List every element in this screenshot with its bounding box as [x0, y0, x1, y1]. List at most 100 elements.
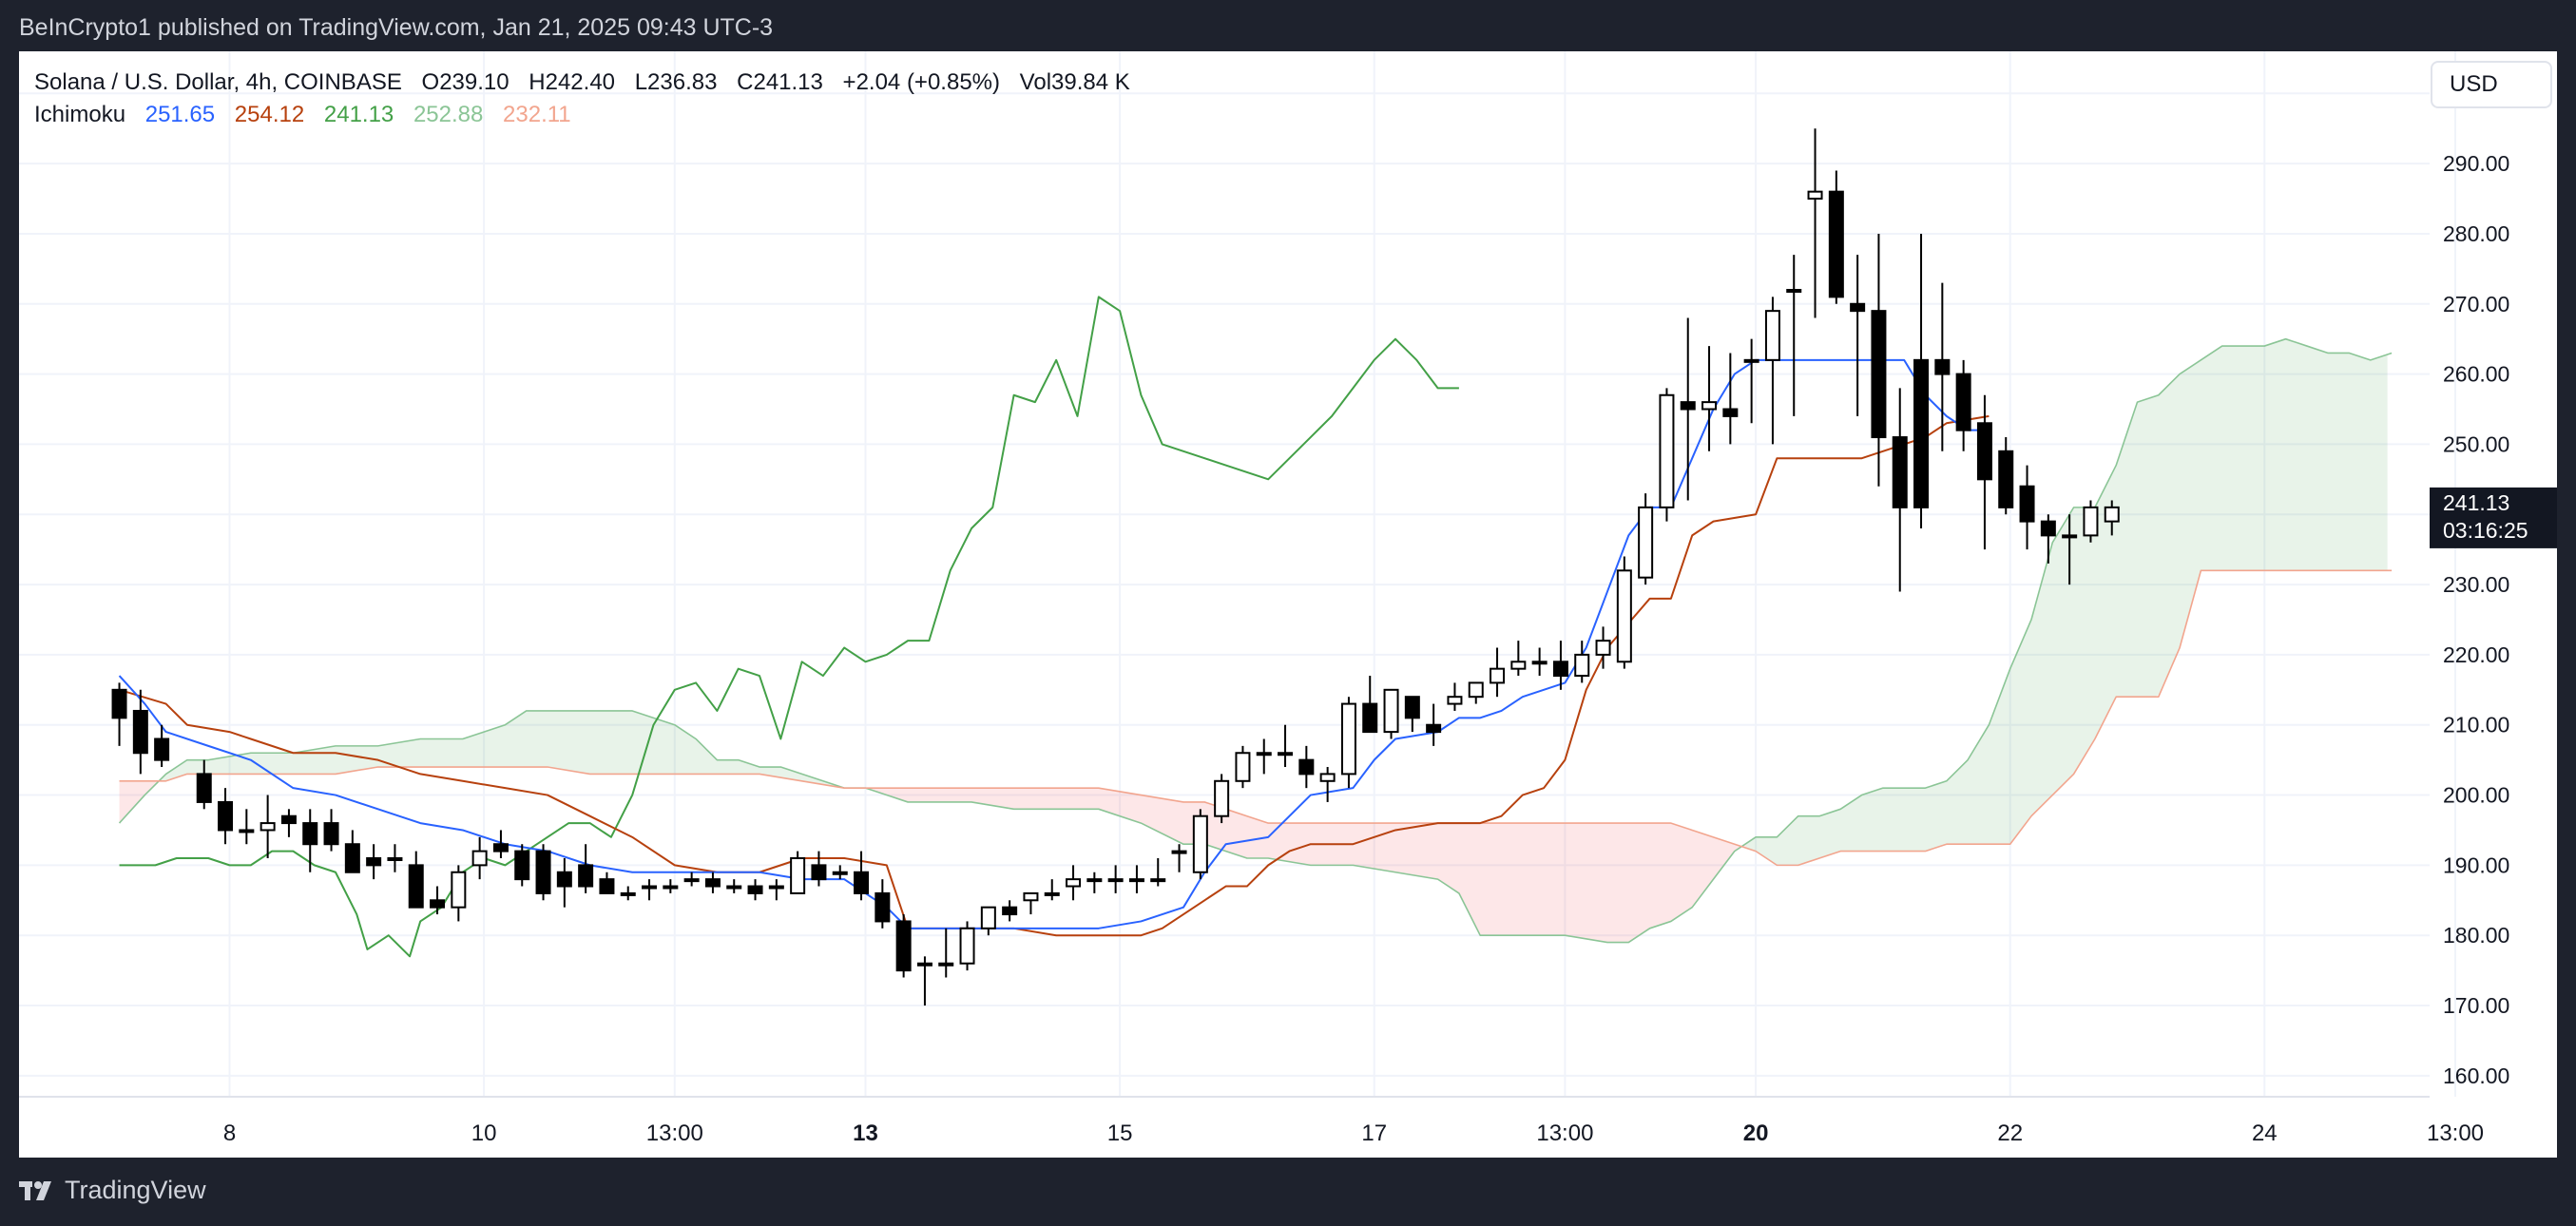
- candle: [132, 689, 148, 775]
- candle: [111, 682, 127, 746]
- candle-body-down: [556, 871, 572, 888]
- candle-body-down: [704, 878, 721, 888]
- legend-close-value: 241.13: [753, 69, 822, 95]
- tradingview-logo-icon: [19, 1180, 51, 1200]
- candle: [811, 851, 827, 887]
- y-tick-label: 210.00: [2443, 713, 2509, 738]
- candle: [1552, 641, 1568, 690]
- candle: [1298, 745, 1315, 789]
- bearish-cloud-segment: [119, 777, 163, 824]
- candle-body-down: [1828, 190, 1844, 298]
- candle-body-up: [1256, 752, 1272, 757]
- y-tick-label: 290.00: [2443, 151, 2509, 176]
- candle: [1680, 317, 1696, 501]
- ichimoku-span-a-value: 252.88: [413, 102, 483, 127]
- candle: [1426, 703, 1442, 746]
- publish-text: BeInCrypto1 published on TradingView.com…: [19, 14, 774, 41]
- candle: [1616, 556, 1632, 669]
- y-tick-label: 190.00: [2443, 852, 2509, 877]
- candle-body-down: [280, 814, 297, 825]
- candle-body-up: [642, 885, 658, 890]
- candle-body-down: [1934, 358, 1951, 375]
- x-tick-label: 8: [223, 1121, 236, 1146]
- candle-body-up: [1214, 779, 1230, 817]
- x-tick-label: 13:00: [2427, 1121, 2484, 1146]
- candle: [1531, 647, 1548, 677]
- candle: [1574, 641, 1590, 683]
- legend-line-ichimoku: Ichimoku 251.65 254.12 241.13 252.88 232…: [34, 102, 571, 127]
- brand-name: TradingView: [65, 1176, 206, 1204]
- candle-body-up: [451, 871, 467, 909]
- candle-body-up: [1150, 878, 1166, 883]
- candle-body-up: [1574, 653, 1590, 678]
- candle-body-up: [1510, 661, 1527, 670]
- candle-body-up: [2083, 506, 2099, 537]
- candle: [832, 865, 848, 880]
- candle: [154, 724, 170, 768]
- candle: [366, 844, 382, 880]
- candle: [1107, 865, 1124, 893]
- candle: [1171, 844, 1187, 872]
- legend-symbol: Solana / U.S. Dollar, 4h, COINBASE: [34, 69, 402, 95]
- candle-body-down: [1998, 450, 2014, 508]
- tradingview-brand[interactable]: TradingView: [19, 1176, 206, 1205]
- candle-body-down: [1976, 422, 1992, 481]
- candle: [514, 844, 530, 887]
- candle-body-down: [323, 822, 339, 846]
- chart-area[interactable]: 300.00290.00280.00270.00260.00250.00240.…: [19, 51, 2557, 1158]
- candle-body-up: [387, 856, 403, 861]
- candle: [704, 872, 721, 893]
- candle-body-up: [1044, 891, 1060, 896]
- candle: [260, 795, 276, 858]
- candle-body-down: [854, 871, 870, 894]
- candle: [1892, 388, 1908, 592]
- chart-svg[interactable]: 300.00290.00280.00270.00260.00250.00240.…: [19, 51, 2557, 1158]
- candle: [980, 906, 996, 936]
- candle: [218, 788, 234, 845]
- candle: [1128, 865, 1144, 893]
- candle-body-down: [1955, 373, 1971, 431]
- candle-body-down: [218, 800, 234, 832]
- candle-body-down: [196, 773, 212, 803]
- candle-body-up: [1447, 696, 1463, 705]
- candle-body-up: [1340, 702, 1356, 776]
- candle-body-down: [1892, 436, 1908, 508]
- candle: [959, 921, 975, 971]
- y-tick-label: 230.00: [2443, 572, 2509, 597]
- candle-body-up: [1786, 289, 1802, 294]
- candle-body-down: [514, 850, 530, 881]
- legend-high-label: H: [529, 69, 545, 95]
- candles-layer: [111, 128, 2120, 1006]
- candle-body-down: [1871, 310, 1887, 439]
- candle: [1955, 359, 1971, 451]
- y-tick-label: 250.00: [2443, 431, 2509, 456]
- candle-body-up: [1616, 569, 1632, 663]
- candle: [1850, 255, 1866, 416]
- candle: [1023, 891, 1039, 915]
- candle-body-up: [1192, 814, 1208, 873]
- candle-body-down: [492, 843, 509, 852]
- base-line: [119, 414, 1990, 937]
- y-tick-label: 200.00: [2443, 783, 2509, 808]
- candle-body-down: [1850, 302, 1866, 313]
- candle-body-up: [2062, 534, 2078, 539]
- candle-body-up: [832, 871, 848, 875]
- current-price-tag: [2430, 487, 2557, 548]
- candle-body-up: [620, 891, 636, 896]
- candle-body-up: [768, 885, 784, 890]
- candle: [916, 956, 932, 1006]
- candle-body-down: [1298, 758, 1315, 776]
- current-price-tag-group: 241.13 03:16:25: [2430, 487, 2557, 548]
- candle-body-down: [430, 899, 446, 909]
- legend-low-value: 236.83: [647, 69, 717, 95]
- candle-body-down: [1362, 702, 1378, 734]
- candle-body-up: [790, 856, 806, 894]
- candle-body-up: [260, 822, 276, 832]
- candle: [1150, 857, 1166, 887]
- candle: [1447, 682, 1463, 711]
- currency-button[interactable]: USD: [2431, 61, 2552, 108]
- candle-body-up: [1066, 878, 1082, 888]
- candle-body-down: [2040, 520, 2056, 537]
- footer-bar: TradingView: [0, 1158, 2576, 1226]
- candle: [683, 872, 700, 887]
